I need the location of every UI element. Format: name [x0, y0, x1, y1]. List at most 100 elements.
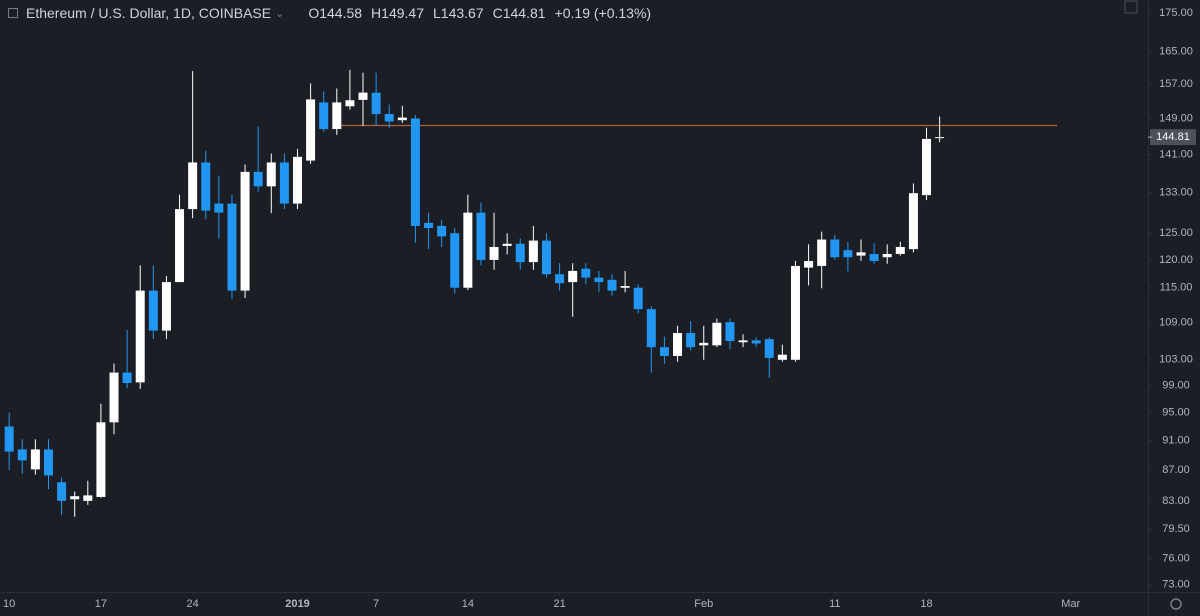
- candle: [410, 114, 420, 243]
- legend-header: Ethereum / U.S. Dollar, 1D, COINBASE ⌄ O…: [8, 5, 651, 21]
- x-tick-label: 10: [3, 598, 15, 610]
- dropdown-caret[interactable]: ⌄: [275, 7, 285, 20]
- candle: [463, 194, 473, 291]
- candle: [43, 439, 53, 490]
- candle-body: [817, 239, 827, 266]
- candle: [817, 231, 827, 289]
- candle-body: [922, 138, 932, 196]
- candle: [843, 241, 853, 272]
- y-tick-label: 165.00: [1159, 46, 1193, 58]
- candle: [790, 261, 800, 362]
- symbol-title[interactable]: Ethereum / U.S. Dollar, 1D, COINBASE: [26, 5, 272, 21]
- candle: [450, 228, 460, 294]
- y-tick-label: 109.00: [1159, 317, 1193, 329]
- candle-body: [397, 117, 407, 121]
- candle-body: [869, 253, 879, 262]
- candle: [935, 116, 945, 143]
- x-tick-label: 17: [95, 598, 107, 610]
- candle: [659, 336, 669, 364]
- candle-body: [790, 265, 800, 360]
- candle: [70, 491, 80, 517]
- candle-body: [227, 203, 237, 291]
- candle-body: [528, 240, 538, 263]
- x-tick-label: 7: [373, 598, 379, 610]
- candle-body: [568, 270, 578, 283]
- candle: [777, 344, 787, 362]
- candle-body: [345, 100, 355, 107]
- candle-body: [122, 372, 132, 384]
- candle: [175, 194, 185, 283]
- candle-body: [319, 102, 329, 130]
- candle-body: [751, 340, 761, 344]
- candle: [699, 325, 709, 360]
- candle-body: [384, 114, 394, 122]
- candle-body: [712, 322, 722, 346]
- settings-icon[interactable]: [1170, 598, 1182, 610]
- candle: [4, 412, 14, 471]
- x-tick-label: Feb: [694, 598, 713, 610]
- candle-body: [83, 495, 93, 501]
- candle: [148, 265, 158, 340]
- candle: [345, 69, 355, 110]
- candle: [581, 263, 591, 285]
- candle-body: [843, 250, 853, 258]
- candle: [738, 334, 748, 348]
- ohlc-prefix: O: [308, 5, 320, 21]
- candle-body: [908, 193, 918, 250]
- candle: [712, 318, 722, 348]
- candle: [830, 234, 840, 260]
- candle-body: [240, 171, 250, 291]
- last-price-label: 144.81: [1156, 131, 1190, 143]
- candle: [764, 337, 774, 378]
- candle: [437, 219, 447, 247]
- candle-body: [4, 426, 14, 452]
- candle: [594, 270, 604, 293]
- y-tick-label: 79.50: [1162, 523, 1190, 535]
- candle: [541, 233, 551, 278]
- candle: [57, 477, 67, 516]
- ohlc-prefix: C: [492, 5, 503, 21]
- candle-body: [620, 286, 630, 288]
- ohlc-value: 144.81: [502, 5, 546, 21]
- y-tick-label: 120.00: [1159, 254, 1193, 266]
- y-tick-label: 87.00: [1162, 464, 1190, 476]
- candle: [161, 275, 171, 340]
- x-tick-label: 14: [462, 598, 474, 610]
- candle-body: [541, 240, 551, 275]
- candle: [319, 91, 329, 132]
- x-tick-label: Mar: [1061, 598, 1080, 610]
- candle-body: [646, 309, 656, 348]
- maximize-icon[interactable]: [1124, 0, 1138, 14]
- y-tick-label: 76.00: [1162, 552, 1190, 564]
- candle: [476, 202, 486, 266]
- candle: [109, 363, 119, 435]
- y-tick-label: 141.00: [1159, 148, 1193, 160]
- collapse-icon[interactable]: [8, 8, 18, 18]
- ohlc-prefix: L: [432, 5, 441, 21]
- candle-body: [253, 171, 263, 187]
- candle-body: [555, 274, 565, 284]
- candle: [869, 243, 879, 264]
- x-tick-label: 2019: [285, 598, 309, 610]
- candle-body: [895, 246, 905, 254]
- y-tick-label: 103.00: [1159, 354, 1193, 366]
- candle-body: [673, 333, 683, 356]
- candle-body: [17, 449, 27, 461]
- candle: [83, 480, 93, 505]
- candle: [633, 284, 643, 314]
- candle-body: [214, 203, 224, 213]
- candle-body: [463, 212, 473, 288]
- candle-body: [410, 118, 420, 226]
- candle: [332, 88, 342, 135]
- candle: [201, 150, 211, 220]
- candle-body: [882, 253, 892, 258]
- candle-body: [777, 354, 787, 360]
- candle: [489, 212, 499, 270]
- candle-body: [476, 212, 486, 260]
- candle: [528, 225, 538, 270]
- candle: [96, 403, 106, 498]
- x-tick-label: 24: [187, 598, 199, 610]
- y-tick-label: 95.00: [1162, 407, 1190, 419]
- candle: [856, 239, 866, 262]
